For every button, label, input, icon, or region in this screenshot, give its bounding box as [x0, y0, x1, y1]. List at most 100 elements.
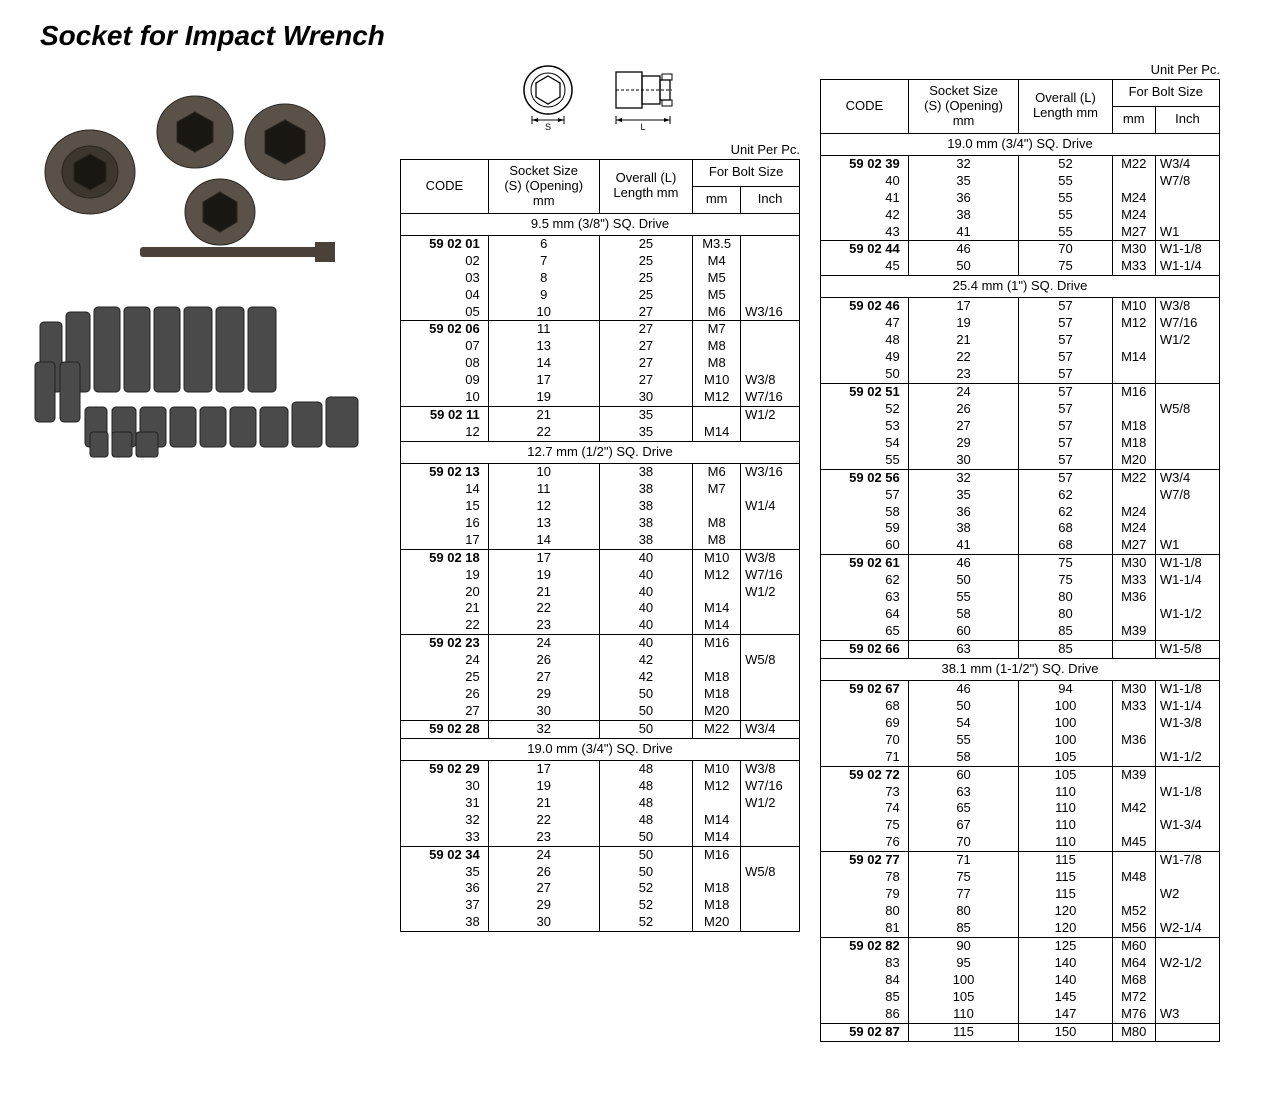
col-bolt-inch: Inch — [741, 186, 800, 213]
cell-bolt-inch: W3/4 — [1155, 469, 1219, 486]
cell-bolt-inch: W1-1/8 — [1155, 241, 1219, 258]
cell-code: 31 — [401, 795, 489, 812]
cell-length: 105 — [1019, 749, 1112, 766]
cell-bolt-mm: M16 — [693, 635, 741, 652]
cell-bolt-mm: M8 — [693, 338, 741, 355]
cell-socket: 21 — [908, 332, 1019, 349]
cell-bolt-mm: M12 — [693, 389, 741, 406]
cell-length: 38 — [599, 515, 693, 532]
cell-bolt-inch: W1-7/8 — [1155, 852, 1219, 869]
table-row: 84 100 140 M68 — [821, 972, 1220, 989]
cell-length: 57 — [1019, 418, 1112, 435]
cell-socket: 54 — [908, 715, 1019, 732]
table-row: 59 02 06 11 27 M7 — [401, 321, 800, 338]
images-column — [20, 62, 380, 1042]
cell-bolt-inch — [1155, 504, 1219, 521]
cell-bolt-mm — [693, 652, 741, 669]
cell-length: 40 — [599, 617, 693, 634]
cell-socket: 17 — [488, 549, 599, 566]
table-row: 30 19 48 M12 W7/16 — [401, 778, 800, 795]
cell-code: 40 — [821, 173, 909, 190]
table-row: 43 41 55 M27 W1 — [821, 224, 1220, 241]
cell-length: 35 — [599, 407, 693, 424]
cell-length: 27 — [599, 304, 693, 321]
cell-bolt-inch: W1/2 — [741, 795, 800, 812]
cell-length: 145 — [1019, 989, 1112, 1006]
cell-bolt-mm: M18 — [1112, 418, 1155, 435]
cell-length: 57 — [1019, 349, 1112, 366]
cell-socket: 13 — [488, 338, 599, 355]
spec-table-right: CODE Socket Size(S) (Opening)mm Overall … — [820, 79, 1220, 1042]
cell-length: 75 — [1019, 555, 1112, 572]
table-row: 58 36 62 M24 — [821, 504, 1220, 521]
cell-bolt-inch — [1155, 623, 1219, 640]
cell-bolt-mm: M18 — [693, 686, 741, 703]
cell-bolt-mm — [693, 407, 741, 424]
cell-bolt-inch: W7/16 — [1155, 315, 1219, 332]
cell-socket: 85 — [908, 920, 1019, 937]
cell-socket: 27 — [488, 669, 599, 686]
cell-code: 05 — [401, 304, 489, 321]
cell-length: 100 — [1019, 732, 1112, 749]
cell-code: 69 — [821, 715, 909, 732]
cell-bolt-mm — [1112, 332, 1155, 349]
cell-bolt-inch: W5/8 — [741, 652, 800, 669]
cell-bolt-mm: M3.5 — [693, 235, 741, 252]
table-row: 59 38 68 M24 — [821, 520, 1220, 537]
cell-socket: 14 — [488, 532, 599, 549]
col-bolt: For Bolt Size — [693, 160, 800, 187]
cell-bolt-inch — [741, 321, 800, 338]
cell-bolt-mm — [693, 584, 741, 601]
table-row: 59 02 28 32 50 M22 W3/4 — [401, 721, 800, 739]
cell-socket: 75 — [908, 869, 1019, 886]
cell-bolt-mm: M20 — [1112, 452, 1155, 469]
cell-code: 19 — [401, 567, 489, 584]
cell-socket: 50 — [908, 698, 1019, 715]
cell-socket: 26 — [488, 652, 599, 669]
table-row: 36 27 52 M18 — [401, 880, 800, 897]
cell-bolt-inch: W1/2 — [741, 584, 800, 601]
svg-text:S: S — [544, 122, 550, 132]
cell-bolt-mm — [1112, 817, 1155, 834]
cell-bolt-inch: W3/4 — [1155, 155, 1219, 172]
cell-code: 47 — [821, 315, 909, 332]
cell-bolt-inch — [741, 635, 800, 652]
cell-length: 27 — [599, 355, 693, 372]
cell-bolt-inch: W1-1/4 — [1155, 572, 1219, 589]
cell-bolt-inch: W1 — [1155, 224, 1219, 241]
cell-bolt-inch — [1155, 520, 1219, 537]
cell-socket: 19 — [488, 567, 599, 584]
cell-bolt-mm: M14 — [693, 600, 741, 617]
cell-length: 55 — [1019, 173, 1112, 190]
cell-bolt-mm: M24 — [1112, 504, 1155, 521]
cell-bolt-inch — [1155, 383, 1219, 400]
cell-bolt-inch: W1/2 — [741, 407, 800, 424]
table-row: 47 19 57 M12 W7/16 — [821, 315, 1220, 332]
cell-length: 115 — [1019, 869, 1112, 886]
cell-length: 57 — [1019, 435, 1112, 452]
cell-code: 45 — [821, 258, 909, 275]
cell-socket: 58 — [908, 749, 1019, 766]
cell-code: 12 — [401, 424, 489, 441]
cell-bolt-inch — [1155, 972, 1219, 989]
cell-bolt-mm: M72 — [1112, 989, 1155, 1006]
cell-bolt-inch — [741, 880, 800, 897]
cell-bolt-inch: W3/8 — [1155, 298, 1219, 315]
cell-bolt-mm: M18 — [1112, 435, 1155, 452]
cell-bolt-inch — [1155, 349, 1219, 366]
cell-length: 150 — [1019, 1023, 1112, 1041]
cell-length: 50 — [599, 703, 693, 720]
cell-bolt-mm: M24 — [1112, 190, 1155, 207]
cell-bolt-mm: M4 — [693, 253, 741, 270]
cell-length: 50 — [599, 829, 693, 846]
cell-bolt-inch: W1-1/4 — [1155, 698, 1219, 715]
cell-socket: 35 — [908, 487, 1019, 504]
table-row: 59 02 44 46 70 M30 W1-1/8 — [821, 241, 1220, 258]
cell-length: 115 — [1019, 886, 1112, 903]
cell-code: 21 — [401, 600, 489, 617]
cell-bolt-mm — [1112, 641, 1155, 659]
cell-socket: 21 — [488, 407, 599, 424]
cell-bolt-mm: M16 — [1112, 383, 1155, 400]
cell-bolt-mm: M5 — [693, 270, 741, 287]
table-row: 59 02 01 6 25 M3.5 — [401, 235, 800, 252]
